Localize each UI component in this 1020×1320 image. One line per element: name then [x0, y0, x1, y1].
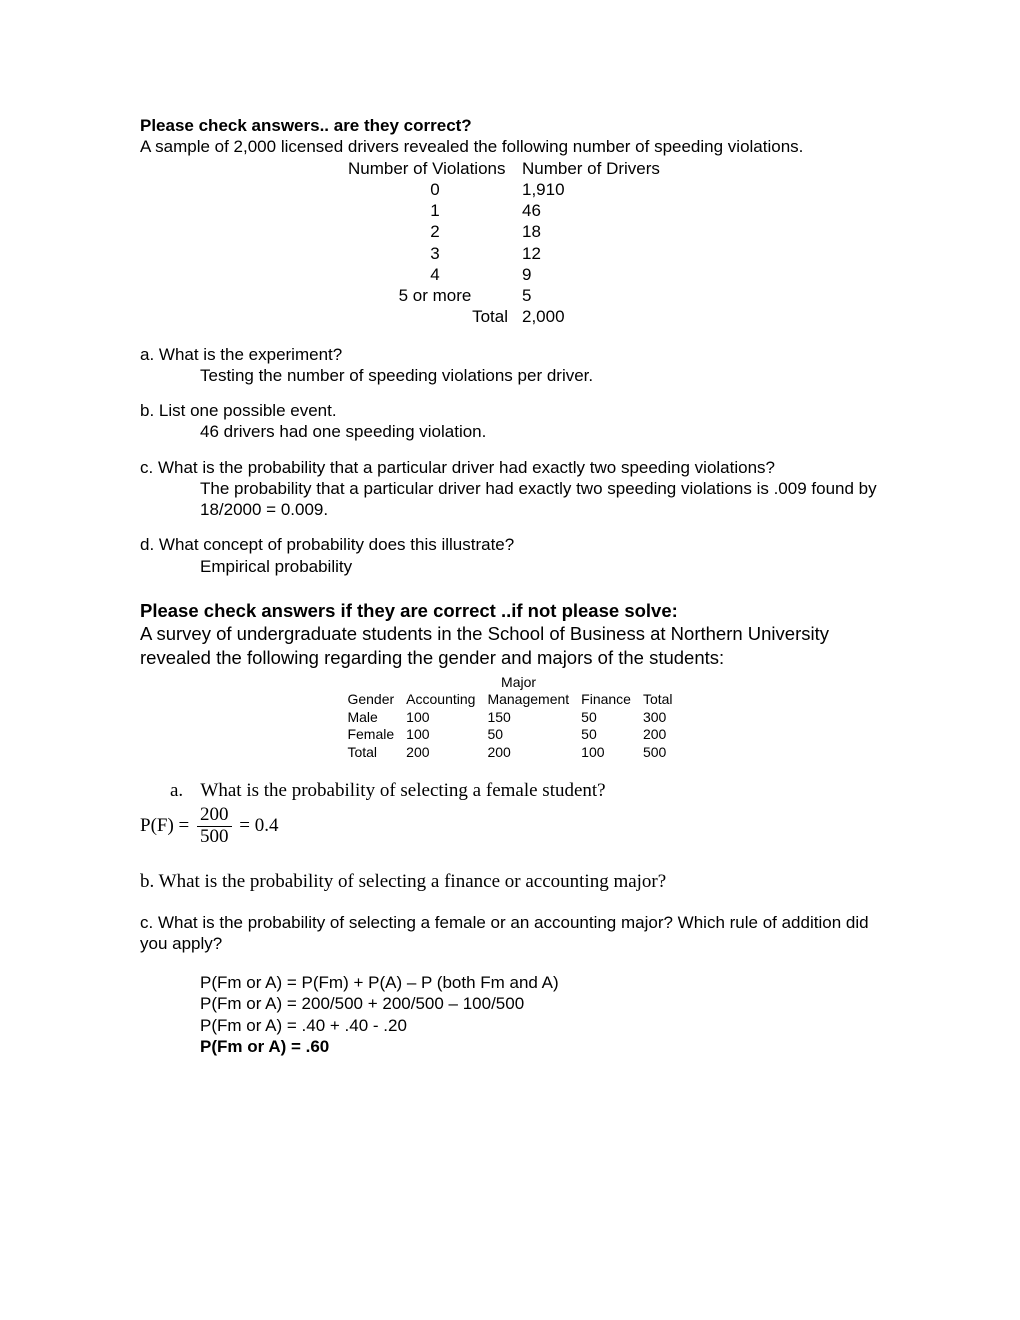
- t2-r2c3: 100: [575, 744, 637, 762]
- p1-qd-q: d. What concept of probability does this…: [140, 534, 880, 555]
- t2-r2c0: Total: [341, 744, 400, 762]
- t2-r1c2: 50: [481, 726, 575, 744]
- t1-r2c1: 18: [522, 221, 672, 242]
- fraction: 200 500: [197, 805, 232, 848]
- p2-qb-q: b. What is the probability of selecting …: [140, 870, 880, 894]
- problem1-qa: a. What is the experiment? Testing the n…: [140, 344, 880, 577]
- t2-r0c0: Male: [341, 709, 400, 727]
- t2-r2c4: 500: [637, 744, 679, 762]
- t1-r1c0: 1: [348, 200, 522, 221]
- t1-r0c1: 1,910: [522, 179, 672, 200]
- t2-r1c0: Female: [341, 726, 400, 744]
- p2-qc-q: c. What is the probability of selecting …: [140, 912, 880, 955]
- t1-r1c1: 46: [522, 200, 672, 221]
- t2-h0: Gender: [341, 691, 400, 709]
- t1-header-col2: Number of Drivers: [522, 158, 672, 179]
- p1-qc-q: c. What is the probability that a partic…: [140, 457, 880, 478]
- p2-qa-label: a.: [170, 779, 196, 803]
- p2-qc-answer: P(Fm or A) = .60: [200, 1036, 880, 1057]
- t2-r1c3: 50: [575, 726, 637, 744]
- p1-qa-a: Testing the number of speeding violation…: [140, 365, 880, 386]
- t1-r3c0: 3: [348, 243, 522, 264]
- t1-r3c1: 12: [522, 243, 672, 264]
- t2-h1: Accounting: [400, 691, 481, 709]
- p1-qa-q: a. What is the experiment?: [140, 344, 880, 365]
- fraction-den: 500: [197, 827, 232, 848]
- t1-r0c0: 0: [348, 179, 522, 200]
- p2-qa: a. What is the probability of selecting …: [140, 779, 880, 848]
- p1-qb-q: b. List one possible event.: [140, 400, 880, 421]
- problem1-check-prompt: Please check answers.. are they correct?: [140, 115, 880, 136]
- t2-r0c2: 150: [481, 709, 575, 727]
- t2-r2c1: 200: [400, 744, 481, 762]
- p1-qb-a: 46 drivers had one speeding violation.: [140, 421, 880, 442]
- p2-qc-work-0: P(Fm or A) = P(Fm) + P(A) – P (both Fm a…: [200, 972, 880, 993]
- t1-total-label: Total: [348, 306, 522, 327]
- t1-r2c0: 2: [348, 221, 522, 242]
- p2-qc-work-1: P(Fm or A) = 200/500 + 200/500 – 100/500: [200, 993, 880, 1014]
- t2-r0c4: 300: [637, 709, 679, 727]
- p1-qc-a: The probability that a particular driver…: [140, 478, 880, 521]
- violations-table: Number of Violations Number of Drivers 0…: [348, 158, 672, 328]
- t2-h3: Finance: [575, 691, 637, 709]
- p2-qa-eq-lhs: P(F) =: [140, 815, 194, 836]
- fraction-num: 200: [197, 805, 232, 827]
- t2-r1c1: 100: [400, 726, 481, 744]
- t1-r5c0: 5 or more: [348, 285, 522, 306]
- t2-r0c3: 50: [575, 709, 637, 727]
- majors-table: Major Gender Accounting Management Finan…: [341, 674, 678, 762]
- problem1-intro: A sample of 2,000 licensed drivers revea…: [140, 136, 880, 157]
- p2-qc-work-2: P(Fm or A) = .40 + .40 - .20: [200, 1015, 880, 1036]
- t2-h4: Total: [637, 691, 679, 709]
- p1-qd-a: Empirical probability: [140, 556, 880, 577]
- t2-r1c4: 200: [637, 726, 679, 744]
- t2-superheader: Major: [400, 674, 637, 692]
- p2-qc-work: P(Fm or A) = P(Fm) + P(A) – P (both Fm a…: [140, 972, 880, 1057]
- problem2-intro: A survey of undergraduate students in th…: [140, 622, 880, 669]
- t2-r2c2: 200: [481, 744, 575, 762]
- t1-total-value: 2,000: [522, 306, 672, 327]
- t2-r0c1: 100: [400, 709, 481, 727]
- document-page: Please check answers.. are they correct?…: [0, 0, 1020, 1320]
- problem2-heading-block: Please check answers if they are correct…: [140, 599, 880, 670]
- t1-r4c1: 9: [522, 264, 672, 285]
- t1-header-col1: Number of Violations: [348, 158, 522, 179]
- p2-qa-eq-rhs: = 0.4: [239, 815, 278, 836]
- t1-r4c0: 4: [348, 264, 522, 285]
- p2-qa-q: What is the probability of selecting a f…: [200, 780, 605, 801]
- problem2-check-prompt: Please check answers if they are correct…: [140, 599, 880, 623]
- t1-r5c1: 5: [522, 285, 672, 306]
- t2-h2: Management: [481, 691, 575, 709]
